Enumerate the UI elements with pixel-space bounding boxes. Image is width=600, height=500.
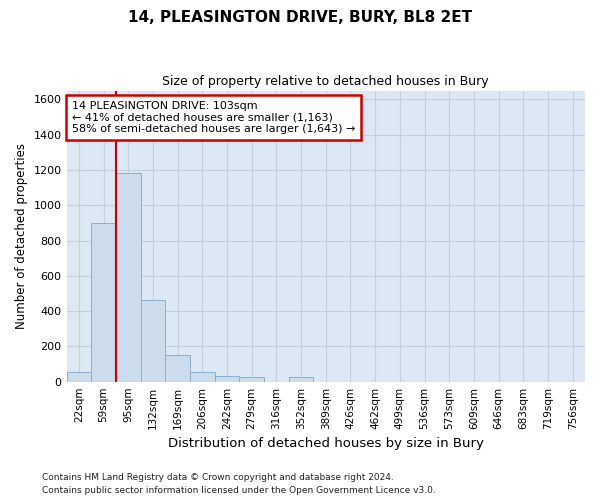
Y-axis label: Number of detached properties: Number of detached properties — [15, 143, 28, 329]
Text: 14 PLEASINGTON DRIVE: 103sqm
← 41% of detached houses are smaller (1,163)
58% of: 14 PLEASINGTON DRIVE: 103sqm ← 41% of de… — [72, 100, 355, 134]
Bar — [116, 172, 140, 382]
Bar — [215, 376, 239, 382]
Bar — [289, 378, 313, 382]
Bar — [91, 223, 116, 382]
Text: Contains HM Land Registry data © Crown copyright and database right 2024.: Contains HM Land Registry data © Crown c… — [42, 474, 394, 482]
Bar — [239, 378, 264, 382]
Bar — [165, 355, 190, 382]
Title: Size of property relative to detached houses in Bury: Size of property relative to detached ho… — [163, 75, 489, 88]
Bar — [190, 372, 215, 382]
Bar — [67, 372, 91, 382]
X-axis label: Distribution of detached houses by size in Bury: Distribution of detached houses by size … — [168, 437, 484, 450]
Text: 14, PLEASINGTON DRIVE, BURY, BL8 2ET: 14, PLEASINGTON DRIVE, BURY, BL8 2ET — [128, 10, 472, 25]
Bar — [140, 300, 165, 382]
Text: Contains public sector information licensed under the Open Government Licence v3: Contains public sector information licen… — [42, 486, 436, 495]
